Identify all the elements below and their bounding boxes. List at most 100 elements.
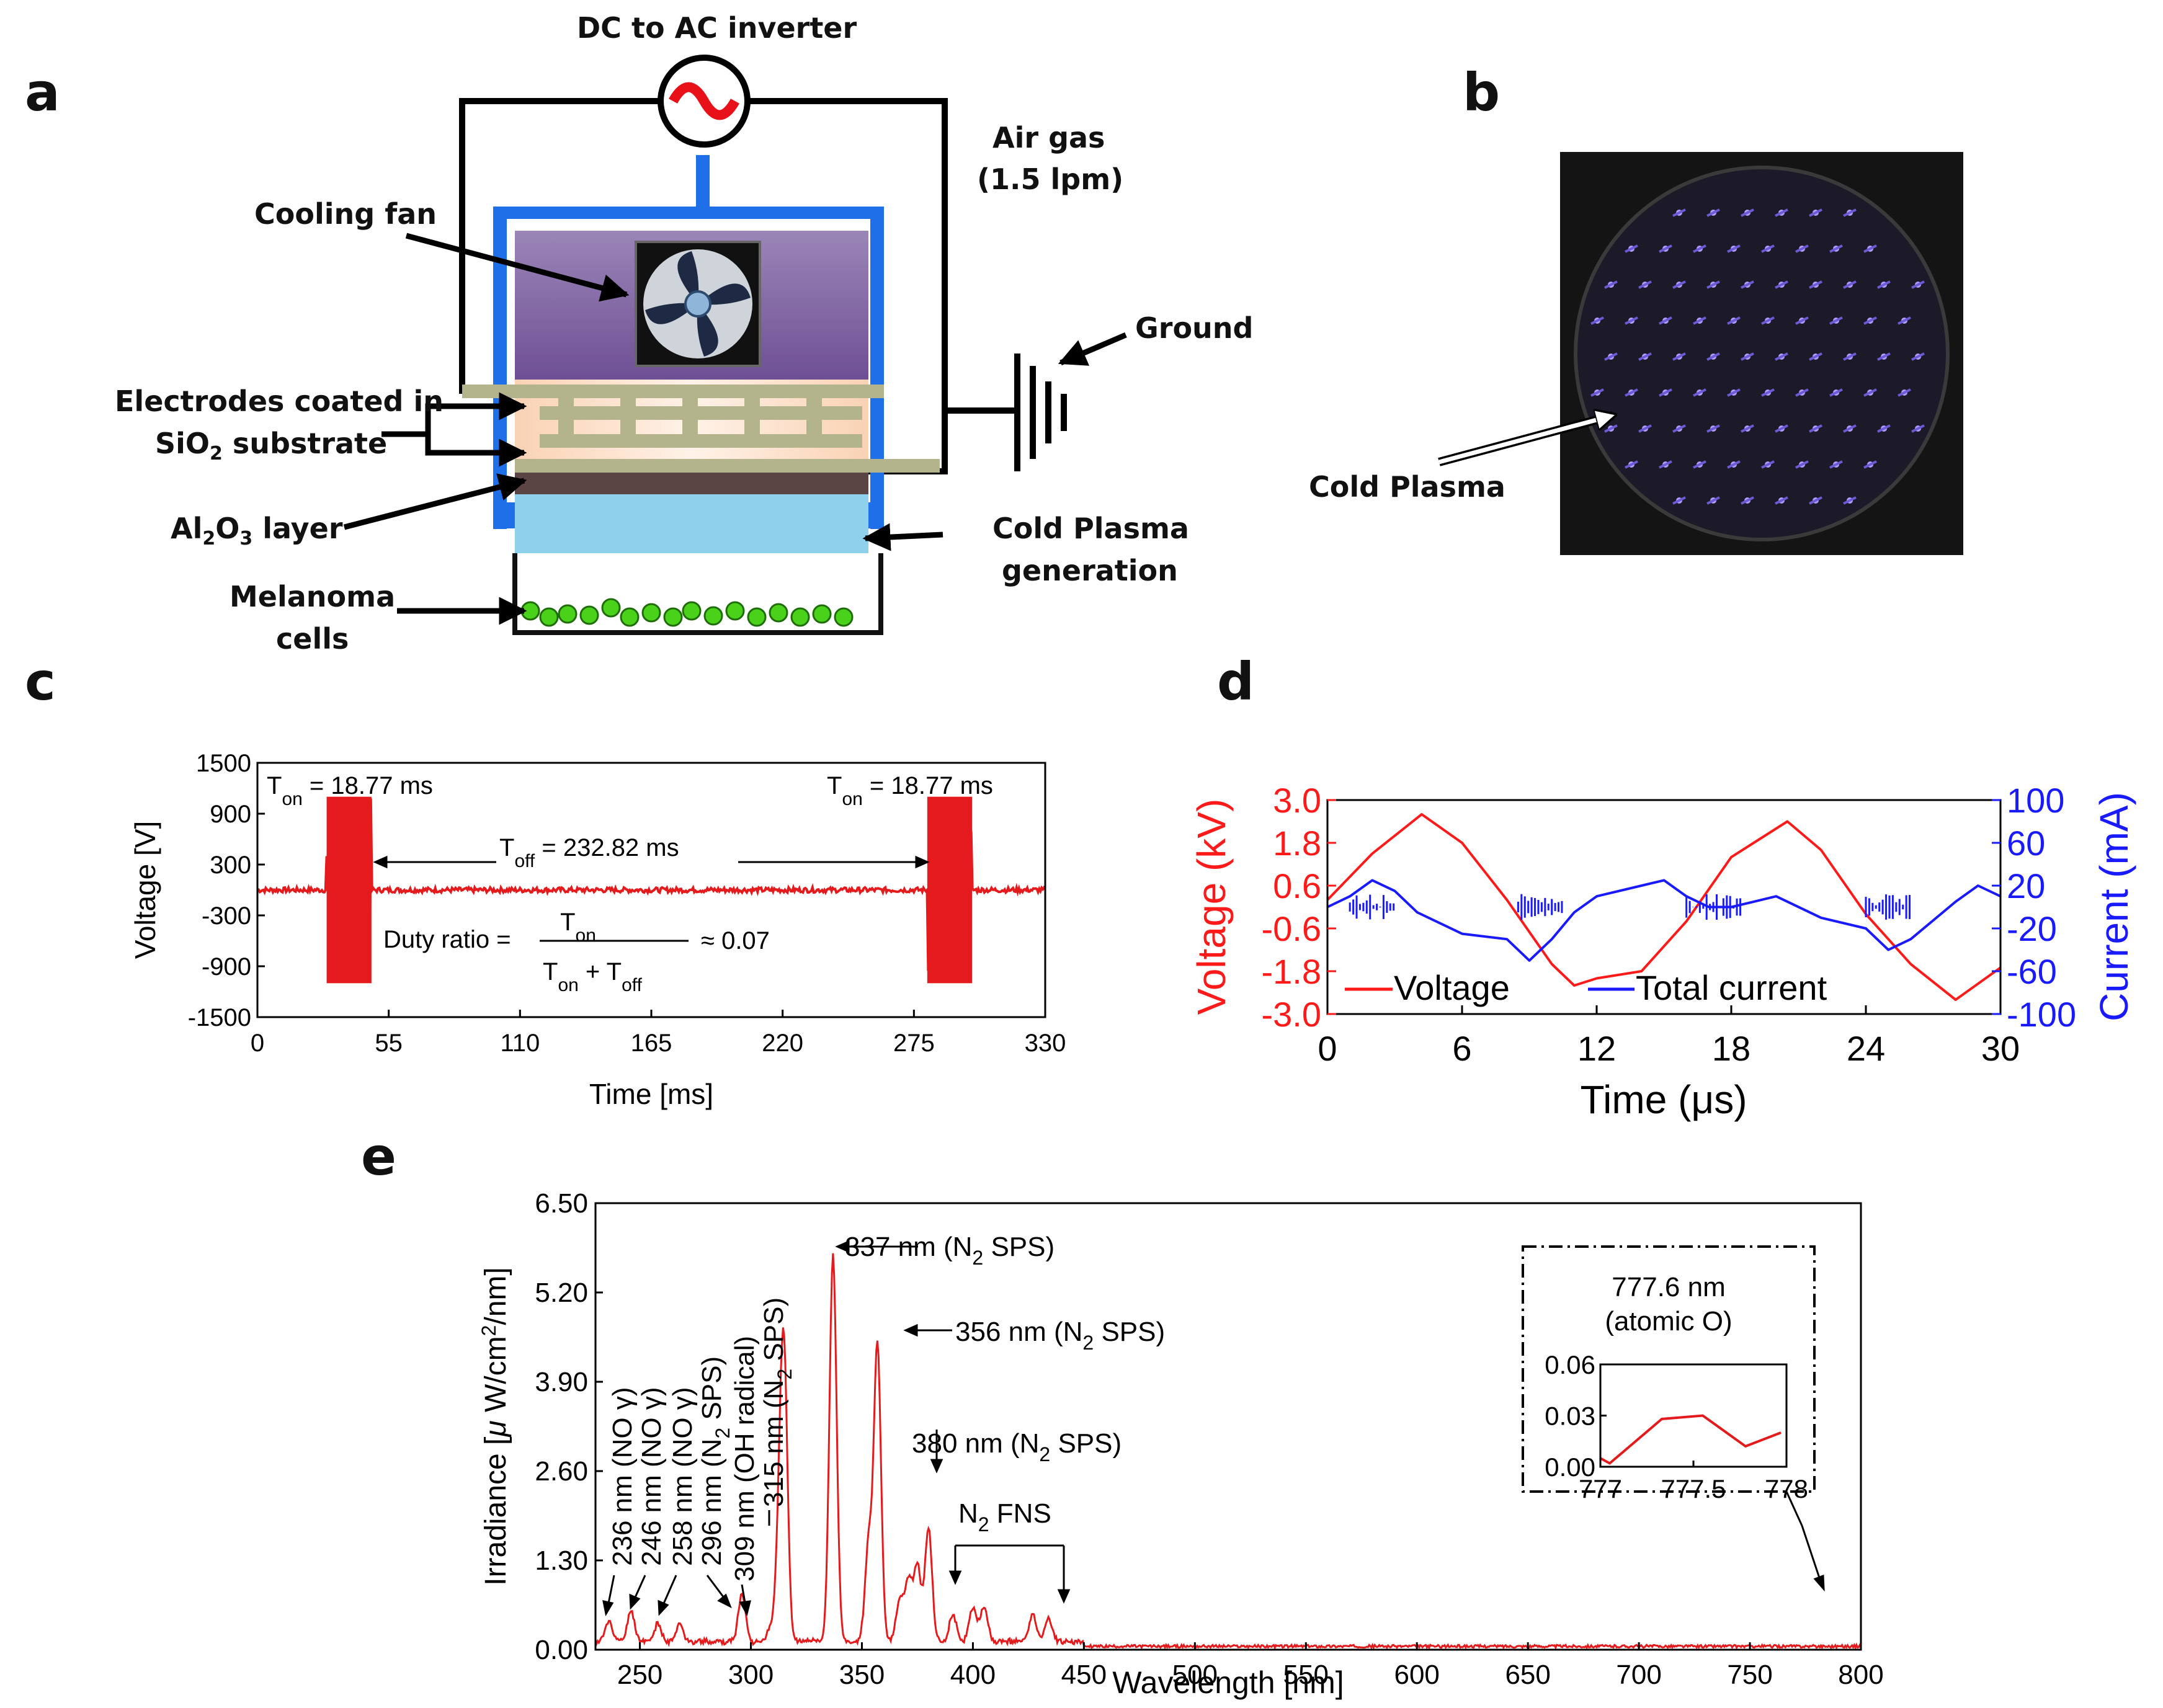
- e-y-tick: 5.20: [535, 1278, 588, 1308]
- d-x-axis-label: Time (μs): [1580, 1077, 1747, 1122]
- c-x-tick: 220: [762, 1030, 803, 1057]
- panel-label-d: d: [1217, 651, 1255, 712]
- c-ton-right: Ton = 18.77 ms: [827, 772, 993, 809]
- e-x-tick: 700: [1616, 1660, 1661, 1690]
- air-gas-flow-label: (1.5 lpm): [977, 162, 1124, 196]
- e-y-tick: 6.50: [535, 1188, 588, 1219]
- d-x-tick: 24: [1847, 1029, 1885, 1068]
- e-inset-y-tick: 0.06: [1545, 1350, 1595, 1379]
- melanoma-label-line2: cells: [276, 622, 349, 656]
- chart-e: 250 300 350 400 450 500 550 600 650 700 750 800 0.00…: [478, 1188, 1884, 1700]
- c-duty-value: ≈ 0.07: [701, 927, 770, 954]
- d-y-right-tick: 100: [2007, 781, 2064, 820]
- e-x-tick: 750: [1727, 1660, 1772, 1690]
- air-gas-label: Air gas: [992, 121, 1105, 154]
- photo-arrow: [1438, 397, 1675, 466]
- c-y-tick: -1500: [188, 1004, 251, 1031]
- electrode-grid: [540, 398, 862, 448]
- c-x-axis-label: Time [ms]: [589, 1078, 713, 1110]
- e-label-315: 315 nm (N2 SPS): [759, 1297, 796, 1507]
- chart-c: 0 55 110 165 220 275 330 1500 900 300 -300 -900 -150…: [129, 750, 1066, 1110]
- e-peak-380: 380 nm (N2 SPS): [912, 1428, 1122, 1466]
- e-y-tick: 3.90: [535, 1367, 588, 1397]
- d-y-left-tick: 1.8: [1273, 824, 1321, 863]
- e-inset-x-tick: 777.5: [1661, 1474, 1726, 1503]
- cold-plasma-label: Cold Plasma: [1309, 470, 1505, 504]
- e-x-tick: 600: [1394, 1660, 1439, 1690]
- e-inset-line: [1600, 1414, 1782, 1465]
- d-x-tick: 18: [1712, 1029, 1750, 1068]
- plasma-photo: [1560, 152, 1963, 555]
- d-x-tick: 0: [1318, 1029, 1337, 1068]
- e-x-tick: 350: [839, 1660, 885, 1690]
- cells-icon: [520, 598, 854, 627]
- c-ton-left: Ton = 18.77 ms: [267, 772, 433, 809]
- e-inset-y-tick: 0.00: [1545, 1452, 1595, 1482]
- e-inset-y-tick: 0.03: [1545, 1402, 1595, 1431]
- panel-label-b: b: [1463, 62, 1501, 123]
- c-x-tick: 275: [893, 1030, 935, 1057]
- al2o3-label: Al2O3 layer: [171, 512, 343, 550]
- melanoma-label-line1: Melanoma: [230, 580, 396, 613]
- d-x-tick: 6: [1452, 1029, 1471, 1068]
- e-inset-title-1: 777.6 nm: [1612, 1272, 1725, 1302]
- e-fns-label: N2 FNS: [958, 1498, 1051, 1536]
- ground-icon: [1014, 354, 1067, 471]
- e-x-tick: 800: [1838, 1660, 1883, 1690]
- d-x-tick: 30: [1981, 1029, 2020, 1068]
- panel-label-c: c: [25, 651, 56, 712]
- device-diagram: [343, 55, 1127, 635]
- panel-label-a: a: [25, 62, 60, 123]
- d-y-right-tick: 60: [2007, 824, 2045, 863]
- e-x-tick: 550: [1283, 1660, 1329, 1690]
- e-label-236: 236 nm (NO γ): [607, 1387, 638, 1566]
- d-y-left-tick: -3.0: [1262, 995, 1322, 1034]
- c-duty-label: Duty ratio =: [383, 926, 511, 953]
- e-x-tick: 400: [950, 1660, 996, 1690]
- c-y-tick: 900: [210, 801, 251, 828]
- c-y-tick: 300: [210, 852, 251, 879]
- e-x-tick: 650: [1505, 1660, 1550, 1690]
- d-y-left-label: Voltage (kV): [1189, 799, 1234, 1015]
- e-peak-356: 356 nm (N2 SPS): [955, 1317, 1165, 1354]
- e-label-246: 246 nm (NO γ): [636, 1387, 667, 1566]
- c-y-axis-label: Voltage [V]: [129, 821, 161, 959]
- e-y-tick: 2.60: [535, 1456, 588, 1487]
- d-voltage-line: [1326, 813, 2002, 1001]
- c-y-tick: 1500: [196, 750, 251, 777]
- d-x-tick: 12: [1577, 1029, 1616, 1068]
- e-y-axis-label: Irradiance [μ W/cm2/nm]: [478, 1267, 512, 1586]
- d-current-line: [1327, 879, 2001, 962]
- e-spectrum-line: [594, 1253, 1862, 1650]
- c-x-tick: 0: [251, 1030, 264, 1057]
- e-label-296: 296 nm (N2 SPS): [697, 1356, 734, 1566]
- d-y-right-label: Current (mA): [2092, 792, 2136, 1021]
- inverter-label: DC to AC inverter: [577, 11, 857, 45]
- plasma-generation-label-line1: Cold Plasma: [992, 512, 1189, 545]
- ac-source-icon: [658, 55, 751, 148]
- c-x-tick: 110: [500, 1030, 540, 1057]
- e-y-tick: 0.00: [535, 1635, 588, 1665]
- e-x-tick: 450: [1061, 1660, 1107, 1690]
- e-label-258: 258 nm (NO γ): [667, 1387, 698, 1566]
- d-y-right-tick: -100: [2007, 995, 2076, 1034]
- e-x-tick: 250: [617, 1660, 662, 1690]
- d-y-left-tick: 3.0: [1273, 781, 1321, 820]
- c-x-tick: 165: [631, 1030, 672, 1057]
- c-x-tick: 330: [1025, 1030, 1066, 1057]
- e-label-309: 309 nm (OH radical): [729, 1336, 760, 1581]
- d-y-right-tick: -20: [2007, 909, 2057, 948]
- c-voltage-trace: [257, 796, 1046, 982]
- c-duty-den: Ton + Toff: [543, 958, 643, 995]
- e-x-tick: 300: [728, 1660, 774, 1690]
- c-burst: [326, 796, 372, 984]
- e-y-tick: 1.30: [535, 1546, 588, 1576]
- d-legend-current: Total current: [1636, 968, 1827, 1007]
- c-x-tick: 55: [375, 1030, 403, 1057]
- ground-label: Ground: [1135, 311, 1254, 345]
- cooling-fan-label: Cooling fan: [254, 197, 437, 231]
- e-x-tick: 500: [1172, 1660, 1218, 1690]
- plasma-generation-label-line2: generation: [1002, 554, 1178, 587]
- d-legend-voltage: Voltage: [1394, 968, 1510, 1007]
